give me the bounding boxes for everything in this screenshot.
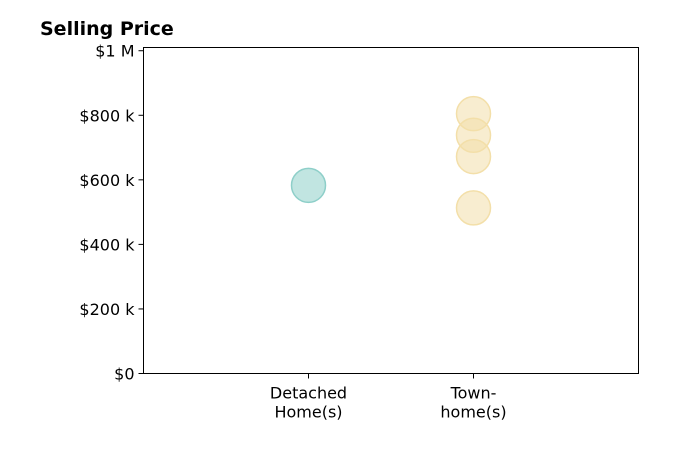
data-point [455, 138, 492, 175]
y-tick-label: $600 k [79, 171, 135, 190]
y-axis: $0 $200 k $400 k $600 k $800 k $1 M [79, 42, 144, 384]
y-tick-label: $200 k [79, 300, 135, 319]
y-tick-label: $0 [114, 365, 134, 384]
x-tick-label: Detached Home(s) [270, 384, 347, 422]
plot-frame [143, 47, 639, 374]
x-axis: Detached Home(s) Town-home(s) [270, 373, 507, 422]
x-tick-label-line: Home(s) [274, 403, 342, 422]
y-tick-label: $800 k [79, 106, 135, 125]
x-tick-label-line: Town- [450, 384, 497, 403]
data-point [455, 190, 492, 226]
y-tick-label: $400 k [79, 235, 135, 254]
data-points [290, 95, 492, 226]
x-tick-label: Town-home(s) [440, 384, 506, 422]
x-tick-label-line: Detached [270, 384, 347, 403]
y-tick-label: $1 M [95, 42, 134, 61]
chart-title: Selling Price [40, 18, 174, 40]
x-tick-label-line: home(s) [440, 403, 506, 422]
data-point [290, 167, 327, 204]
